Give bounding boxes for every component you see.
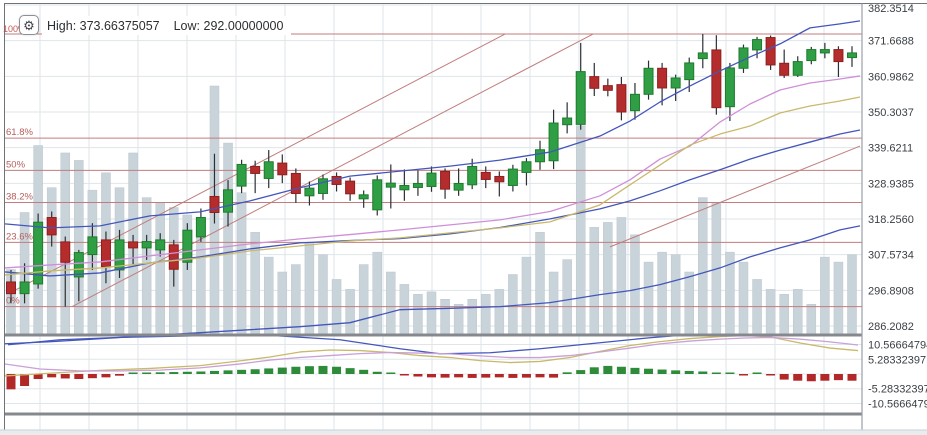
svg-text:10.56664794: 10.56664794 <box>868 340 927 352</box>
svg-text:350.3037: 350.3037 <box>868 107 914 119</box>
svg-text:286.2082: 286.2082 <box>868 321 914 333</box>
gear-icon: ⚙ <box>23 17 35 33</box>
high-readout: High: 373.66375057 <box>47 18 160 33</box>
svg-text:0%: 0% <box>6 296 20 307</box>
svg-text:38.2%: 38.2% <box>6 191 33 202</box>
svg-text:5.28332397: 5.28332397 <box>868 354 926 366</box>
svg-text:318.2560: 318.2560 <box>868 214 914 226</box>
svg-text:-10.56664794: -10.56664794 <box>868 398 927 410</box>
svg-text:23.6%: 23.6% <box>6 231 33 242</box>
settings-gear-button[interactable]: ⚙ <box>19 15 39 35</box>
svg-text:382.3514: 382.3514 <box>868 3 914 15</box>
high-low-readout: High: 373.66375057 Low: 292.00000000 <box>42 16 292 35</box>
low-readout: Low: 292.00000000 <box>173 18 284 33</box>
candles-layer <box>6 34 857 307</box>
price-axis-labels: 382.3514 371.6688 360.9862 350.3037 339.6211… <box>868 3 927 410</box>
svg-text:-5.28332397: -5.28332397 <box>868 384 927 396</box>
svg-text:339.6211: 339.6211 <box>868 143 913 155</box>
svg-text:307.5734: 307.5734 <box>868 250 914 262</box>
fib-100-label: 100% <box>3 24 27 34</box>
svg-text:61.8%: 61.8% <box>6 127 33 138</box>
svg-text:50%: 50% <box>6 159 26 170</box>
svg-text:371.6688: 371.6688 <box>868 36 914 48</box>
frame-layer <box>0 3 927 435</box>
svg-text:360.9862: 360.9862 <box>868 71 914 83</box>
svg-text:296.8908: 296.8908 <box>868 285 914 297</box>
svg-text:328.9385: 328.9385 <box>868 178 914 190</box>
